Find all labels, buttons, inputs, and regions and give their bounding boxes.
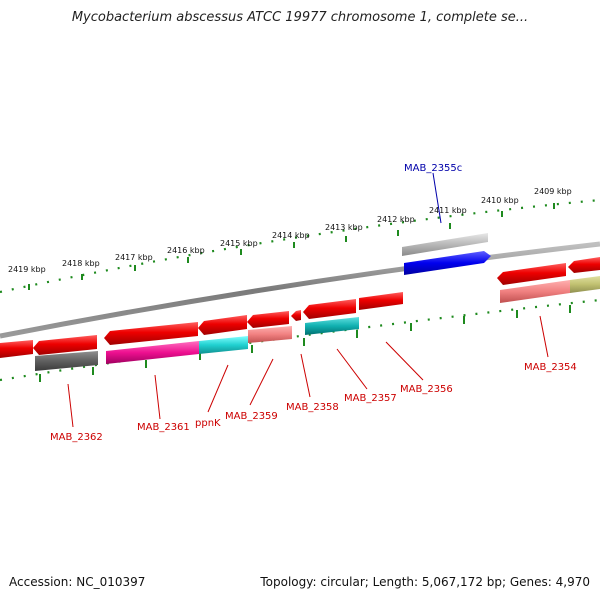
gene-red-2361[interactable] — [104, 322, 198, 345]
label-ppnk[interactable]: ppnK — [195, 418, 221, 429]
topology-text: Topology: circular; Length: 5,067,172 bp… — [260, 575, 590, 589]
label-mab-2361[interactable]: MAB_2361 — [137, 422, 190, 433]
feature-pink-right[interactable] — [500, 280, 570, 303]
label-mab-2357[interactable]: MAB_2357 — [344, 393, 397, 404]
gene-mab-2355c[interactable] — [402, 233, 488, 256]
kbp-label: 2418 kbp — [62, 259, 100, 268]
label-mab-2359[interactable]: MAB_2359 — [225, 411, 278, 422]
gene-red-small[interactable] — [291, 310, 301, 321]
inner-tick-ring — [0, 298, 600, 382]
gene-red-2356[interactable] — [359, 292, 403, 310]
kbp-label: 2414 kbp — [272, 231, 310, 240]
outer-tick-ring — [0, 198, 600, 294]
kbp-label: 2410 kbp — [481, 196, 519, 205]
feature-pink[interactable] — [248, 326, 292, 343]
gene-red-2362[interactable] — [33, 335, 97, 355]
reverse-genes — [0, 257, 600, 358]
label-mab-2356[interactable]: MAB_2356 — [400, 384, 453, 395]
kbp-label: 2415 kbp — [220, 239, 258, 248]
label-mab-2358[interactable]: MAB_2358 — [286, 402, 339, 413]
map-title: Mycobacterium abscessus ATCC 19977 chrom… — [71, 10, 529, 25]
label-mab-2354[interactable]: MAB_2354 — [524, 362, 577, 373]
kbp-label: 2412 kbp — [377, 215, 415, 224]
feature-cyan[interactable] — [199, 336, 248, 354]
gene-mab-2355c-highlight[interactable] — [404, 251, 491, 275]
kbp-labels: 2419 kbp 2418 kbp 2417 kbp 2416 kbp 2415… — [8, 187, 572, 274]
gene-red-right[interactable] — [568, 257, 600, 273]
kbp-label: 2419 kbp — [8, 265, 46, 274]
forward-genes — [402, 233, 491, 275]
feature-teal[interactable] — [305, 317, 359, 335]
feature-olive[interactable] — [570, 276, 600, 293]
outer-major-ticks — [28, 203, 555, 290]
gene-partial-left[interactable] — [0, 340, 33, 358]
gene-labels: MAB_2355c MAB_2354 MAB_2356 MAB_2357 MAB… — [50, 163, 577, 443]
kbp-label: 2413 kbp — [325, 223, 363, 232]
kbp-label: 2417 kbp — [115, 253, 153, 262]
gene-red-ppnk[interactable] — [198, 315, 247, 335]
gene-red-2359[interactable] — [247, 311, 289, 328]
accession-text: Accession: NC_010397 — [9, 575, 146, 589]
feature-dark[interactable] — [35, 351, 98, 371]
genome-backbone — [0, 241, 600, 339]
label-mab-2355c[interactable]: MAB_2355c — [404, 163, 462, 174]
label-mab-2362[interactable]: MAB_2362 — [50, 432, 103, 443]
gene-red-2357[interactable] — [303, 299, 356, 319]
label-connectors — [67, 172, 549, 428]
gene-red-2354[interactable] — [497, 263, 566, 285]
kbp-label: 2409 kbp — [534, 187, 572, 196]
inner-feature-track — [35, 276, 600, 371]
kbp-label: 2416 kbp — [167, 246, 205, 255]
feature-magenta[interactable] — [106, 341, 199, 364]
kbp-label: 2411 kbp — [429, 206, 467, 215]
